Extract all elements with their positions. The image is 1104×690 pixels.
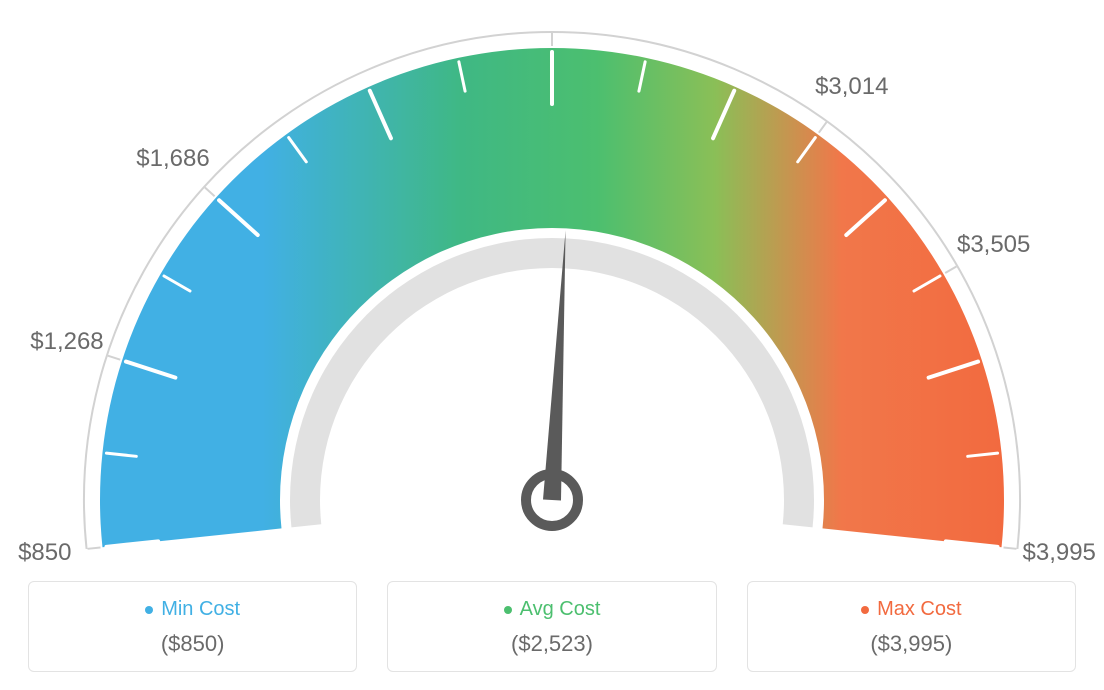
dot-icon bbox=[861, 606, 869, 614]
gauge-tick-label: $1,268 bbox=[30, 328, 103, 356]
dot-icon bbox=[504, 606, 512, 614]
gauge-tick-label: $850 bbox=[18, 539, 71, 567]
gauge-tick-label: $3,505 bbox=[957, 231, 1030, 259]
legend-min-title: Min Cost bbox=[145, 598, 240, 621]
legend-max-label: Max Cost bbox=[877, 598, 961, 621]
gauge-tick-label: $3,995 bbox=[1023, 539, 1096, 567]
dot-icon bbox=[145, 606, 153, 614]
legend-avg-label: Avg Cost bbox=[520, 598, 601, 621]
legend-avg-title: Avg Cost bbox=[504, 598, 601, 621]
legend-max-value: ($3,995) bbox=[758, 631, 1065, 657]
cost-gauge-chart: $850 $1,268 $1,686 $2,523 $3,014 $3,505 $3,995… bbox=[0, 0, 1104, 690]
gauge-area: $850$1,268$1,686$2,523$3,014$3,505$3,995 bbox=[0, 0, 1104, 560]
legend-card-min: Min Cost ($850) bbox=[28, 581, 357, 672]
legend-max-title: Max Cost bbox=[861, 598, 961, 621]
legend-min-label: Min Cost bbox=[161, 598, 240, 621]
legend-avg-value: ($2,523) bbox=[398, 631, 705, 657]
gauge-svg bbox=[0, 0, 1104, 560]
legend-card-avg: Avg Cost ($2,523) bbox=[387, 581, 716, 672]
gauge-tick-label: $1,686 bbox=[136, 145, 209, 173]
gauge-tick-label: $2,523 bbox=[515, 0, 588, 4]
legend-card-max: Max Cost ($3,995) bbox=[747, 581, 1076, 672]
legend-min-value: ($850) bbox=[39, 631, 346, 657]
gauge-tick-label: $3,014 bbox=[815, 73, 888, 101]
legend-row: Min Cost ($850) Avg Cost ($2,523) Max Co… bbox=[0, 581, 1104, 672]
